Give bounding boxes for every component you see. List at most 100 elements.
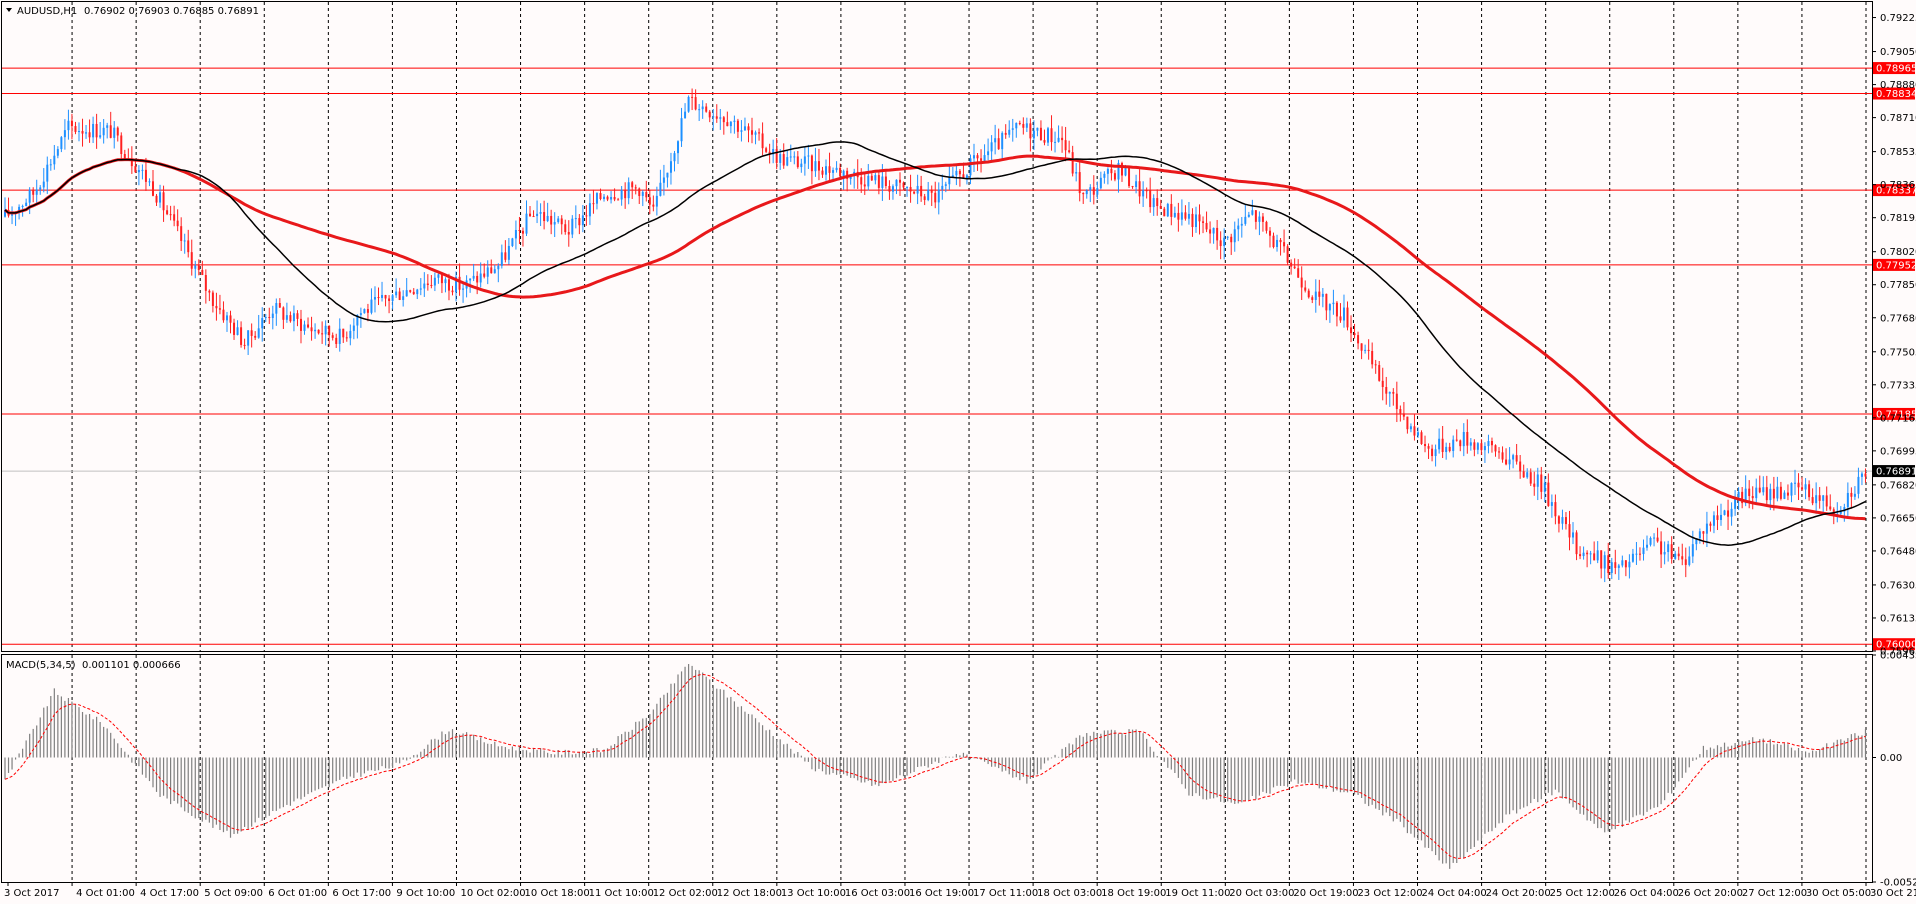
candle-body — [67, 120, 70, 131]
candle-body — [1825, 495, 1828, 507]
candle-body — [835, 167, 838, 171]
symbol-dropdown-icon[interactable] — [6, 8, 12, 12]
candle-body — [701, 106, 704, 110]
candle-body — [388, 298, 391, 301]
candle-body — [1332, 302, 1335, 305]
candle-body — [941, 185, 944, 190]
candle-body — [1621, 560, 1624, 566]
candle-body — [1434, 449, 1437, 457]
candle-body — [1561, 517, 1564, 524]
candle-body — [1360, 343, 1363, 351]
candle-body — [1128, 168, 1131, 187]
candle-body — [624, 189, 627, 199]
time-tick-label: 16 Oct 19:00 — [909, 888, 974, 899]
candle-body — [335, 337, 338, 344]
candle-body — [581, 215, 584, 226]
candle-body — [345, 337, 348, 339]
candle-body — [980, 158, 983, 161]
candle-body — [1142, 190, 1145, 197]
candle-body — [1600, 550, 1603, 569]
candle-body — [1054, 141, 1057, 143]
candle-body — [11, 213, 14, 216]
candle-body — [1170, 203, 1173, 217]
level-price-label: 0.78337 — [1876, 186, 1916, 197]
candle-body — [1103, 173, 1106, 178]
candle-body — [88, 132, 91, 138]
candle-body — [1064, 140, 1067, 151]
candle-body — [536, 213, 539, 217]
candle-body — [42, 181, 45, 188]
time-tick-label: 18 Oct 19:00 — [1101, 888, 1166, 899]
candle-body — [296, 313, 299, 319]
candle-body — [997, 138, 1000, 150]
candle-body — [476, 275, 479, 283]
candle-body — [1307, 290, 1310, 298]
candle-body — [254, 335, 257, 338]
level-price-label: 0.78965 — [1876, 64, 1916, 75]
candle-body — [1653, 537, 1656, 539]
candle-body — [1381, 380, 1384, 388]
candle-body — [1025, 123, 1028, 128]
candle-body — [571, 218, 574, 235]
price-tick-label: 0.76995 — [1880, 446, 1916, 457]
candle-body — [462, 288, 465, 290]
candle-body — [645, 192, 648, 198]
level-price-box — [1873, 407, 1915, 420]
candle-body — [373, 297, 376, 300]
candle-body — [1046, 128, 1049, 143]
candle-body — [1180, 212, 1183, 220]
candle-body — [743, 126, 746, 131]
candle-body — [1350, 327, 1353, 334]
candle-body — [440, 274, 443, 284]
candle-body — [793, 156, 796, 158]
candle-body — [1261, 216, 1264, 222]
candle-body — [867, 175, 870, 187]
candle-body — [529, 213, 532, 217]
candle-body — [215, 305, 218, 309]
candle-body — [46, 164, 49, 182]
time-tick-label: 5 Oct 09:00 — [204, 888, 263, 899]
candle-body — [1244, 216, 1247, 224]
candle-body — [1476, 443, 1479, 450]
candle-body — [451, 290, 454, 293]
candle-body — [1117, 162, 1120, 180]
candle-body — [303, 324, 306, 331]
horizontal-levels: 0.78965 0.78834 0.78337 0.77952 0.77185 0.760… — [2, 62, 1916, 651]
candle-body — [1579, 554, 1582, 557]
candle-body — [680, 118, 683, 142]
candle-body — [1061, 137, 1064, 141]
candle-body — [77, 131, 80, 133]
candle-body — [1276, 239, 1279, 248]
candle-body — [564, 224, 567, 233]
candle-body — [1610, 562, 1613, 574]
candle-body — [1075, 172, 1078, 174]
candle-body — [201, 269, 204, 276]
candle-body — [1462, 431, 1465, 447]
candle-body — [1399, 409, 1402, 414]
macd-pane-frame — [1, 654, 1873, 883]
price-tick-label: 0.77505 — [1880, 347, 1916, 358]
candle-body — [1547, 482, 1550, 506]
time-axis[interactable]: 3 Oct 2017 4 Oct 01:00 4 Oct 17:00 5 Oct 09… — [4, 882, 1916, 899]
candle-body — [1698, 531, 1701, 539]
candle-body — [1811, 497, 1814, 504]
candle-body — [134, 166, 137, 173]
candle-body — [419, 288, 422, 290]
candle-body — [395, 291, 398, 296]
candle-body — [271, 313, 274, 318]
candle-body — [95, 123, 98, 138]
candle-body — [56, 149, 59, 156]
candle-body — [412, 291, 415, 295]
candle-body — [479, 273, 482, 283]
candle-body — [1801, 487, 1804, 490]
candle-body — [578, 218, 581, 226]
candle-body — [518, 229, 521, 231]
candle-body — [1864, 473, 1867, 477]
candle-body — [257, 328, 260, 338]
candle-body — [426, 283, 429, 285]
candle-body — [1216, 227, 1219, 241]
candle-body — [613, 197, 616, 200]
symbol-label[interactable]: AUDUSD,H1 — [17, 6, 77, 17]
